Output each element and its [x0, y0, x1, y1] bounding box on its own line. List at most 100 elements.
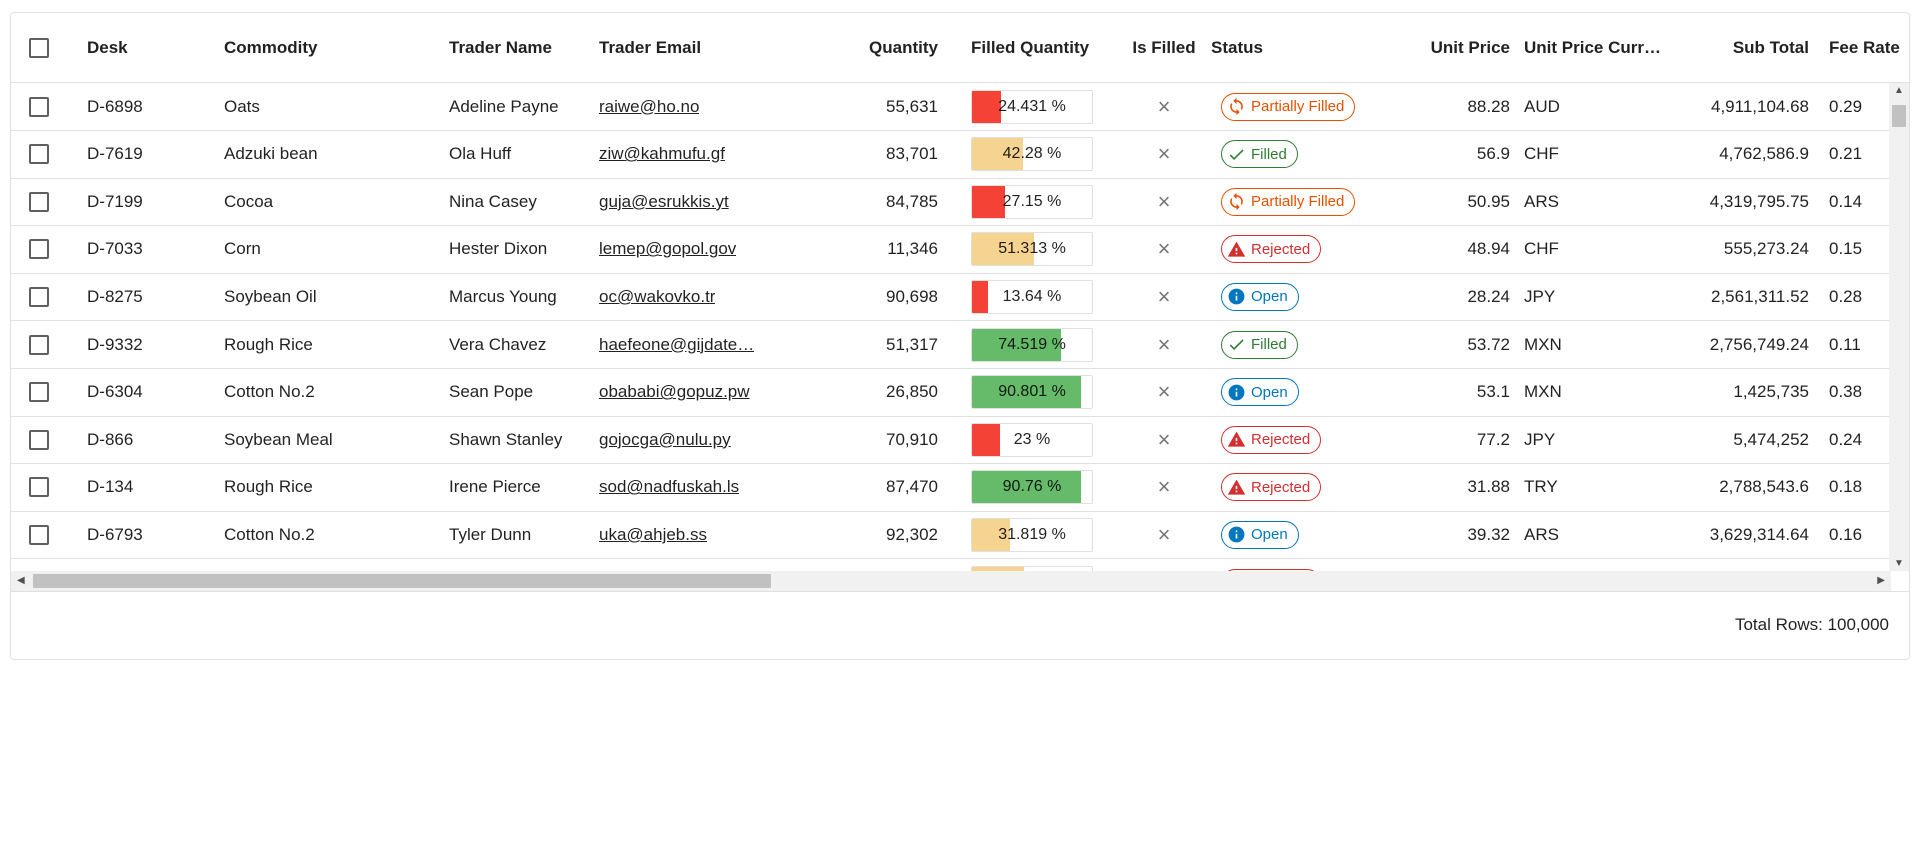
vertical-scroll-thumb[interactable] [1892, 105, 1906, 127]
status-badge: Partially Filled [1221, 92, 1356, 121]
status-label: Rejected [1251, 478, 1311, 496]
grid-body[interactable]: D-6898 Oats Adeline Payne raiwe@ho.no 55,631… [11, 83, 1891, 571]
data-grid: Desk Commodity Trader Name Trader Email … [10, 12, 1910, 660]
warning-icon [1227, 240, 1251, 259]
cell-status: Partially Filled [1221, 178, 1381, 225]
header-is-filled[interactable]: Is Filled [1132, 37, 1196, 57]
horizontal-scrollbar[interactable]: ◀ ▶ [11, 571, 1891, 591]
table-row[interactable]: D-6793 Cotton No.2 Tyler Dunn uka@ahjeb.ss 9… [11, 511, 1891, 560]
cell-sub-total: 4,319,795.75 [1709, 191, 1809, 211]
cell-filled-quantity: 23 % [971, 416, 1101, 463]
table-row[interactable]: D-6304 Cotton No.2 Sean Pope obababi@gopuz.… [11, 369, 1891, 417]
header-unit-price[interactable]: Unit Price [1430, 37, 1510, 57]
table-row[interactable]: D-134 Rough Rice Irene Pierce sod@nadfuskah… [11, 464, 1891, 512]
vertical-scrollbar[interactable]: ▲ ▼ [1889, 83, 1909, 571]
table-row[interactable]: Rejected [11, 559, 1891, 571]
horizontal-scroll-thumb[interactable] [33, 574, 771, 588]
header-unit-price-currency[interactable]: Unit Price Curr… [1524, 37, 1661, 57]
cell-unit-price-currency: CHF [1524, 239, 1559, 259]
cell-unit-price-currency: CHF [1524, 144, 1559, 164]
cell-fee-rate: 0.14 [1829, 191, 1863, 211]
trader-email-link[interactable]: lemep@gopol.gov [599, 239, 737, 259]
cell-status: Open [1221, 511, 1381, 558]
row-checkbox[interactable] [29, 239, 49, 260]
row-checkbox[interactable] [29, 429, 49, 450]
cell-fee-rate: 0.28 [1829, 286, 1863, 306]
header-commodity[interactable]: Commodity [224, 37, 318, 57]
row-checkbox[interactable] [29, 286, 49, 307]
cell-fee-rate: 0.21 [1829, 144, 1863, 164]
status-badge: Filled [1221, 330, 1298, 359]
select-all-cell [29, 13, 59, 82]
cell-desk: D-8275 [87, 286, 143, 306]
cell-trader-email: raiwe@ho.no [599, 83, 774, 130]
trader-email-link[interactable]: obababi@gopuz.pw [599, 382, 750, 402]
header-quantity[interactable]: Quantity [869, 37, 938, 57]
row-select-cell [29, 321, 59, 368]
table-row[interactable]: D-6898 Oats Adeline Payne raiwe@ho.no 55,631… [11, 83, 1891, 131]
cell-quantity: 55,631 [886, 96, 938, 116]
header-sub-total[interactable]: Sub Total [1732, 37, 1809, 57]
cell-filled-quantity: 24.431 % [971, 83, 1101, 130]
header-filled-quantity[interactable]: Filled Quantity [971, 37, 1090, 57]
cell-unit-price-currency: TRY [1524, 477, 1558, 497]
header-trader-name[interactable]: Trader Name [449, 37, 552, 57]
scroll-left-arrow-icon[interactable]: ◀ [17, 575, 25, 586]
row-select-cell [29, 416, 59, 463]
close-icon: × [1157, 236, 1171, 262]
trader-email-link[interactable]: raiwe@ho.no [599, 96, 700, 116]
row-checkbox[interactable] [29, 334, 49, 355]
status-badge: Open [1221, 282, 1299, 311]
close-icon: × [1157, 188, 1171, 214]
table-row[interactable]: D-7199 Cocoa Nina Casey guja@esrukkis.yt 84,… [11, 178, 1891, 227]
trader-email-link[interactable]: uka@ahjeb.ss [599, 524, 707, 544]
filled-quantity-text: 51.313 % [998, 240, 1066, 258]
row-select-cell [29, 226, 59, 273]
scroll-down-arrow-icon[interactable]: ▼ [1894, 558, 1904, 569]
table-row[interactable]: D-866 Soybean Meal Shawn Stanley gojocga@nu… [11, 416, 1891, 465]
row-checkbox[interactable] [29, 191, 49, 212]
table-row[interactable]: D-7033 Corn Hester Dixon lemep@gopol.gov 11,… [11, 226, 1891, 274]
trader-email-link[interactable]: ziw@kahmufu.gf [599, 144, 725, 164]
cell-fee-rate: 0.18 [1829, 477, 1863, 497]
row-checkbox[interactable] [29, 382, 49, 403]
close-icon: × [1157, 141, 1171, 167]
filled-quantity-text: 42.28 % [1002, 145, 1062, 163]
header-fee-rate[interactable]: Fee Rate [1829, 37, 1900, 57]
cell-filled-quantity: 27.15 % [971, 178, 1101, 225]
filled-quantity-text: 31.819 % [998, 525, 1066, 543]
row-checkbox[interactable] [29, 477, 49, 498]
row-select-cell [29, 178, 59, 225]
trader-email-link[interactable]: sod@nadfuskah.ls [599, 477, 740, 497]
row-checkbox[interactable] [29, 96, 49, 117]
cell-sub-total: 4,911,104.68 [1711, 96, 1809, 116]
cell-trader-name: Adeline Payne [449, 96, 559, 116]
scroll-up-arrow-icon[interactable]: ▲ [1894, 85, 1904, 96]
scroll-right-arrow-icon[interactable]: ▶ [1877, 575, 1885, 586]
cell-desk: D-6793 [87, 524, 143, 544]
status-label: Rejected [1251, 240, 1311, 258]
cell-unit-price: 56.9 [1476, 144, 1510, 164]
cell-is-filled: × [1121, 226, 1207, 273]
header-desk[interactable]: Desk [87, 37, 128, 57]
header-status[interactable]: Status [1211, 37, 1263, 57]
row-select-cell [29, 369, 59, 416]
trader-email-link[interactable]: gojocga@nulu.py [599, 429, 731, 449]
header-trader-email[interactable]: Trader Email [599, 37, 702, 57]
trader-email-link[interactable]: guja@esrukkis.yt [599, 191, 729, 211]
table-row[interactable]: D-9332 Rough Rice Vera Chavez haefeone@gijd… [11, 321, 1891, 369]
row-checkbox[interactable] [29, 144, 49, 165]
cell-fee-rate: 0.16 [1829, 524, 1863, 544]
trader-email-link[interactable]: oc@wakovko.tr [599, 286, 716, 306]
trader-email-link[interactable]: haefeone@gijdate… [599, 334, 755, 354]
cell-trader-name: Ola Huff [449, 144, 512, 164]
cell-desk [87, 559, 207, 571]
row-select-cell [29, 464, 59, 511]
filled-quantity-bar-fill [972, 328, 1062, 361]
table-row[interactable]: D-8275 Soybean Oil Marcus Young oc@wakovko.… [11, 273, 1891, 322]
cell-is-filled: × [1121, 131, 1207, 178]
cell-commodity: Oats [224, 96, 260, 116]
row-checkbox[interactable] [29, 524, 49, 545]
table-row[interactable]: D-7619 Adzuki bean Ola Huff ziw@kahmufu.gf 8… [11, 131, 1891, 179]
select-all-checkbox[interactable] [29, 37, 49, 58]
